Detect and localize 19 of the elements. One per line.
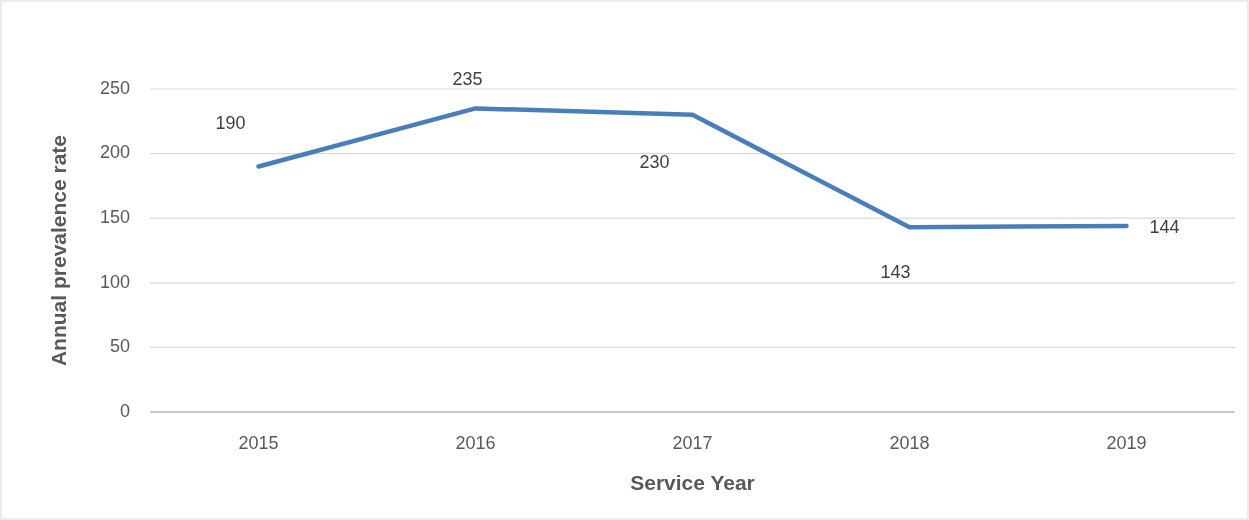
data-label: 144 <box>1149 216 1180 237</box>
x-tick-label: 2016 <box>455 432 496 453</box>
x-tick-label: 2018 <box>889 432 930 453</box>
x-tick-label: 2019 <box>1106 432 1147 453</box>
y-tick-label: 50 <box>109 336 130 357</box>
x-tick-label: 2015 <box>238 432 279 453</box>
x-axis-title: Service Year <box>630 470 755 494</box>
line-series <box>256 106 1129 230</box>
y-tick-label: 150 <box>99 206 130 227</box>
data-label: 235 <box>452 69 483 90</box>
data-label: 230 <box>639 151 670 172</box>
y-tick-label: 200 <box>99 142 130 163</box>
y-tick-label: 0 <box>119 400 130 421</box>
y-tick-label: 250 <box>99 77 130 98</box>
x-tick-label: 2017 <box>672 432 713 453</box>
y-axis-title: Annual prevalence rate <box>46 134 70 367</box>
data-label: 190 <box>215 113 246 134</box>
y-tick-label: 100 <box>99 271 130 292</box>
data-label: 143 <box>880 261 911 282</box>
